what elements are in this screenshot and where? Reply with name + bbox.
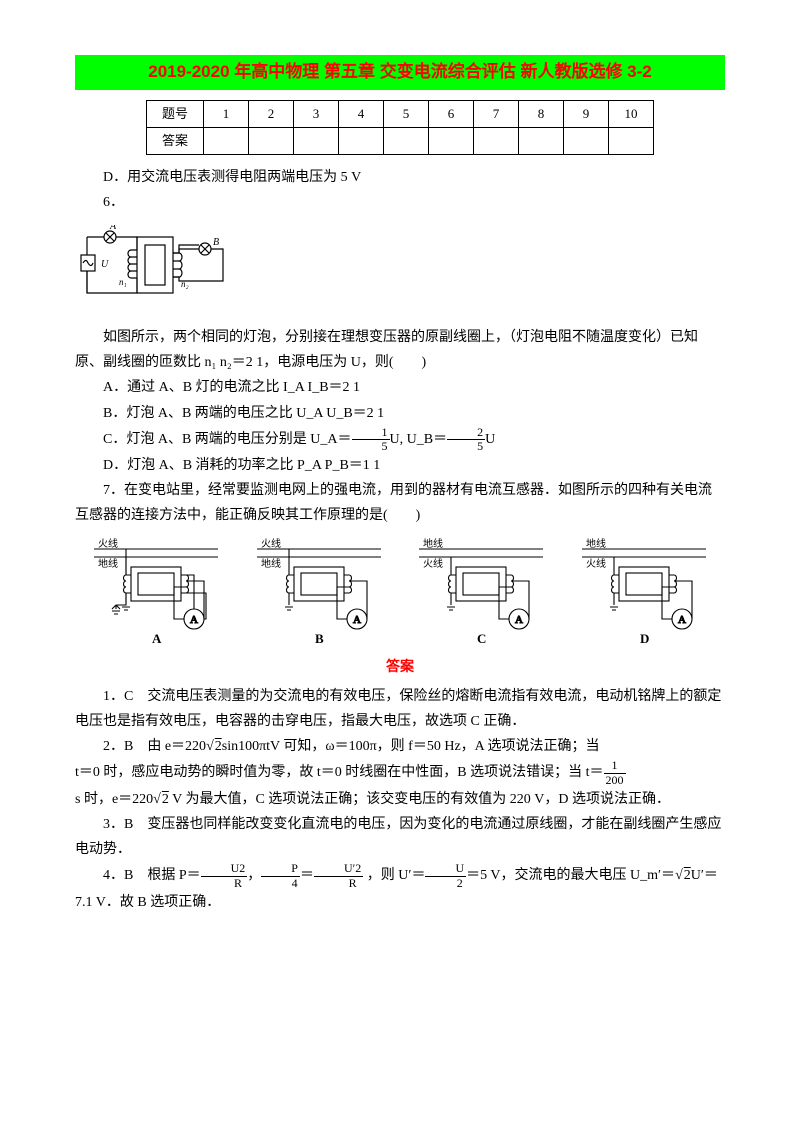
- cell: 3: [294, 100, 339, 127]
- svg-text:A: A: [353, 614, 361, 626]
- cell: [249, 127, 294, 154]
- row-label: 答案: [147, 127, 204, 154]
- transformer-diagram: A B U n₁ n₂: [75, 225, 725, 315]
- svg-text:n₁: n₁: [119, 277, 127, 287]
- question-6-text: 如图所示，两个相同的灯泡，分别接在理想变压器的原副线圈上，（灯泡电阻不随温度变化…: [75, 325, 725, 375]
- svg-text:B: B: [213, 237, 219, 248]
- answers-heading: 答案: [75, 655, 725, 680]
- cell: 9: [564, 100, 609, 127]
- svg-text:A: A: [152, 631, 162, 646]
- svg-text:火线: 火线: [98, 537, 118, 550]
- svg-text:地线: 地线: [98, 557, 118, 570]
- fraction: U2: [425, 862, 466, 889]
- cell: [474, 127, 519, 154]
- text: ＝: [300, 868, 314, 883]
- text: U: [485, 432, 495, 447]
- cell: 5: [384, 100, 429, 127]
- svg-text:C: C: [477, 631, 486, 646]
- svg-text:火线: 火线: [261, 537, 281, 550]
- fraction: P4: [261, 862, 300, 889]
- cell: [519, 127, 564, 154]
- sqrt-2: 2: [214, 739, 222, 754]
- answer-2-line1: 2．B 由 e＝220√2sin100πtV 可知，ω＝100π，则 f＝50 …: [75, 734, 725, 759]
- question-6-option-b: B．灯泡 A、B 两端的电压之比 U_A U_B＝2 1: [75, 401, 725, 426]
- text: ，则 U′＝: [363, 868, 425, 883]
- text: 4．B 根据 P＝: [103, 868, 201, 883]
- ct-diagrams-row: A 火线 地线 A A: [75, 537, 725, 647]
- cell: [204, 127, 249, 154]
- cell: 1: [204, 100, 249, 127]
- row-label: 题号: [147, 100, 204, 127]
- fraction: U′2R: [314, 862, 363, 889]
- cell: 8: [519, 100, 564, 127]
- answer-2-line2: t＝0 时，感应电动势的瞬时值为零，故 t＝0 时线圈在中性面，B 选项说法错误…: [75, 759, 725, 786]
- question-7-text: 7．在变电站里，经常要监测电网上的强电流，用到的器材有电流互感器．如图所示的四种…: [75, 478, 725, 528]
- svg-text:D: D: [640, 631, 649, 646]
- answer-3: 3．B 变压器也同样能改变变化直流电的电压，因为变化的电流通过原线圈，才能在副线…: [75, 812, 725, 862]
- cell: [564, 127, 609, 154]
- svg-text:A: A: [109, 225, 117, 232]
- cell: [339, 127, 384, 154]
- diagram-a: A 火线 地线 A: [86, 537, 226, 647]
- cell: 4: [339, 100, 384, 127]
- svg-text:火线: 火线: [586, 557, 606, 570]
- text: ＝5 V，交流电的最大电压 U_m′＝: [466, 868, 675, 883]
- fraction-1-5: 15: [352, 426, 390, 453]
- cell: [294, 127, 339, 154]
- svg-text:U: U: [101, 259, 109, 270]
- svg-text:地线: 地线: [586, 537, 606, 550]
- question-6-option-c: C．灯泡 A、B 两端的电压分别是 U_A＝15U, U_B＝25U: [75, 426, 725, 453]
- table-row: 答案: [147, 127, 654, 154]
- cell: 7: [474, 100, 519, 127]
- cell: [429, 127, 474, 154]
- text: V 为最大值，C 选项说法正确；该交变电压的有效值为 220 V，D 选项说法正…: [169, 792, 670, 807]
- svg-text:地线: 地线: [261, 557, 281, 570]
- answer-2-line3: s 时，e＝220√2 V 为最大值，C 选项说法正确；该交变电压的有效值为 2…: [75, 787, 725, 812]
- sqrt-2: 2: [161, 792, 169, 807]
- text: sin100πtV 可知，ω＝100π，则 f＝50 Hz，A 选项说法正确；当: [222, 739, 600, 754]
- table-row: 题号 1 2 3 4 5 6 7 8 9 10: [147, 100, 654, 127]
- cell: 2: [249, 100, 294, 127]
- diagram-c: A 地线 火线 C: [411, 537, 551, 647]
- svg-text:火线: 火线: [423, 557, 443, 570]
- option-d-text: D．用交流电压表测得电阻两端电压为 5 V: [75, 165, 725, 190]
- svg-text:n₂: n₂: [181, 279, 189, 289]
- answer-4: 4．B 根据 P＝U2R，P4＝U′2R ，则 U′＝U2＝5 V，交流电的最大…: [75, 862, 725, 915]
- diagram-d: A 地线 火线 D: [574, 537, 714, 647]
- answer-1: 1．C 交流电压表测量的为交流电的有效电压，保险丝的熔断电流指有效电流，电动机铭…: [75, 684, 725, 734]
- text: C．灯泡 A、B 两端的电压分别是 U_A＝: [103, 432, 352, 447]
- svg-text:B: B: [315, 631, 324, 646]
- svg-text:A: A: [190, 614, 198, 626]
- fraction-2-5: 25: [447, 426, 485, 453]
- diagram-b: A 火线 地线 B: [249, 537, 389, 647]
- svg-text:A: A: [678, 614, 686, 626]
- text: ，: [247, 868, 261, 883]
- cell: 10: [609, 100, 654, 127]
- svg-text:A: A: [515, 614, 523, 626]
- cell: 6: [429, 100, 474, 127]
- sqrt-2: 2: [683, 868, 691, 883]
- fraction: U2R: [201, 862, 248, 889]
- cell: [384, 127, 429, 154]
- question-6-option-a: A．通过 A、B 灯的电流之比 I_A I_B＝2 1: [75, 375, 725, 400]
- text: 2．B 由 e＝220: [103, 739, 206, 754]
- question-6-option-d: D．灯泡 A、B 消耗的功率之比 P_A P_B＝1 1: [75, 453, 725, 478]
- cell: [609, 127, 654, 154]
- text: t＝0 时，感应电动势的瞬时值为零，故 t＝0 时线圈在中性面，B 选项说法错误…: [75, 765, 604, 780]
- question-number-table: 题号 1 2 3 4 5 6 7 8 9 10 答案: [146, 100, 654, 155]
- text: s 时，e＝220: [75, 792, 153, 807]
- page-title: 2019-2020 年高中物理 第五章 交变电流综合评估 新人教版选修 3-2: [75, 55, 725, 90]
- fraction-1-200: 1200: [604, 759, 626, 786]
- text: U, U_B＝: [390, 432, 448, 447]
- question-6-number: 6．: [75, 190, 725, 215]
- svg-text:地线: 地线: [423, 537, 443, 550]
